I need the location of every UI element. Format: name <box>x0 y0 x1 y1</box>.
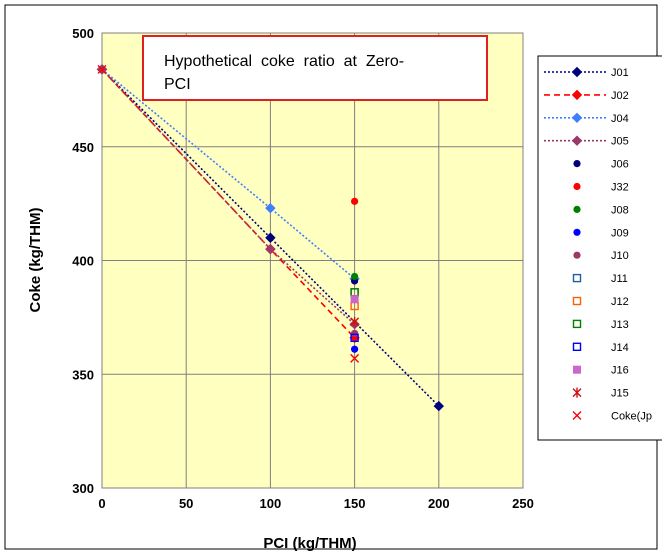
x-tick-label: 250 <box>512 496 534 511</box>
legend-marker-j13 <box>572 319 582 329</box>
annotation-box: Hypothetical coke ratio at Zero- PCI <box>142 35 488 101</box>
data-point-j32 <box>351 197 359 205</box>
data-point-coke-jp <box>350 353 360 363</box>
data-point-coke-jp <box>97 64 107 74</box>
y-tick-labels: 300 350 400 450 500 <box>72 26 94 496</box>
legend-marker-j12 <box>572 296 582 306</box>
legend-label-j08: J08 <box>611 204 629 216</box>
legend-marker-j09 <box>573 228 581 236</box>
legend-marker-j06 <box>573 160 581 168</box>
legend-marker-j04 <box>571 112 583 124</box>
y-tick-label: 350 <box>72 367 94 382</box>
series-line-j05 <box>101 68 356 325</box>
legend-marker-j32 <box>573 182 581 191</box>
data-markers <box>96 64 445 412</box>
legend-label-j15: J15 <box>611 388 629 400</box>
legend-label-j05: J05 <box>611 136 629 148</box>
legend-marker-j11 <box>572 273 582 283</box>
data-point-j04 <box>265 202 276 214</box>
legend-marker-j16 <box>573 365 581 374</box>
x-tick-label: 50 <box>179 496 193 511</box>
data-point-j09 <box>351 345 359 353</box>
legend-marker-j15 <box>572 387 582 398</box>
series-line-j02 <box>101 68 356 339</box>
data-point-j08 <box>351 272 359 281</box>
y-tick-label: 300 <box>72 481 94 496</box>
x-tick-label: 100 <box>260 496 282 511</box>
series-line-j04 <box>101 68 356 280</box>
annotation-line-1: Hypothetical coke ratio at Zero- <box>164 53 404 70</box>
legend-marker-j14 <box>572 342 582 351</box>
data-point-j14 <box>350 333 359 343</box>
series-line-j01 <box>101 68 440 407</box>
legend-label-j10: J10 <box>611 250 629 262</box>
y-axis-title: Coke (kg/THM) <box>27 207 44 312</box>
legend-marker-j02 <box>571 89 583 101</box>
y-tick-label: 500 <box>72 26 94 41</box>
annotation-line-2: PCI <box>164 76 191 93</box>
data-point-j01 <box>265 232 276 243</box>
data-point-j10 <box>351 329 359 337</box>
legend-label-j06: J06 <box>611 159 629 171</box>
legend-label-j16: J16 <box>611 365 629 377</box>
legend: J01 J02 J04 J05 J06 J32 J08 J09 J10 J11 J12 J13 J14 J… <box>537 55 662 441</box>
legend-label-j02: J02 <box>611 90 629 102</box>
series-lines <box>101 68 440 407</box>
legend-label-j01: J01 <box>611 67 629 79</box>
data-point-j15 <box>350 316 360 327</box>
data-point-j16 <box>350 295 359 304</box>
x-tick-labels: 0 50 100 150 200 250 <box>98 496 533 511</box>
x-tick-label: 150 <box>344 496 366 511</box>
x-tick-label: 0 <box>98 496 105 511</box>
legend-marker-coke-jp <box>572 411 582 420</box>
x-axis-title: PCI (kg/THM) <box>263 535 356 552</box>
legend-items: J01 J02 J04 J05 J06 J32 J08 J09 J10 J11 J12 J13 J14 J… <box>544 66 652 423</box>
data-point-j01 <box>433 400 445 412</box>
legend-label-j14: J14 <box>611 342 629 354</box>
legend-label-j13: J13 <box>611 319 629 331</box>
x-tick-label: 200 <box>428 496 450 511</box>
data-point-j05 <box>265 243 276 255</box>
grid-lines <box>101 32 524 489</box>
legend-label-j12: J12 <box>611 296 629 308</box>
legend-label-j32: J32 <box>611 182 629 194</box>
legend-marker-j08 <box>573 205 581 213</box>
legend-marker-j01 <box>571 66 583 78</box>
legend-label-j04: J04 <box>611 113 629 125</box>
annotation-border <box>142 35 488 101</box>
legend-box <box>537 55 662 441</box>
y-tick-label: 450 <box>72 140 94 155</box>
legend-marker-j10 <box>573 251 581 259</box>
legend-label-coke-jp: Coke(Jp <box>611 411 652 423</box>
legend-marker-j05 <box>571 135 583 146</box>
legend-label-j09: J09 <box>611 227 629 239</box>
y-tick-label: 400 <box>72 254 94 269</box>
legend-label-j11: J11 <box>611 273 628 285</box>
